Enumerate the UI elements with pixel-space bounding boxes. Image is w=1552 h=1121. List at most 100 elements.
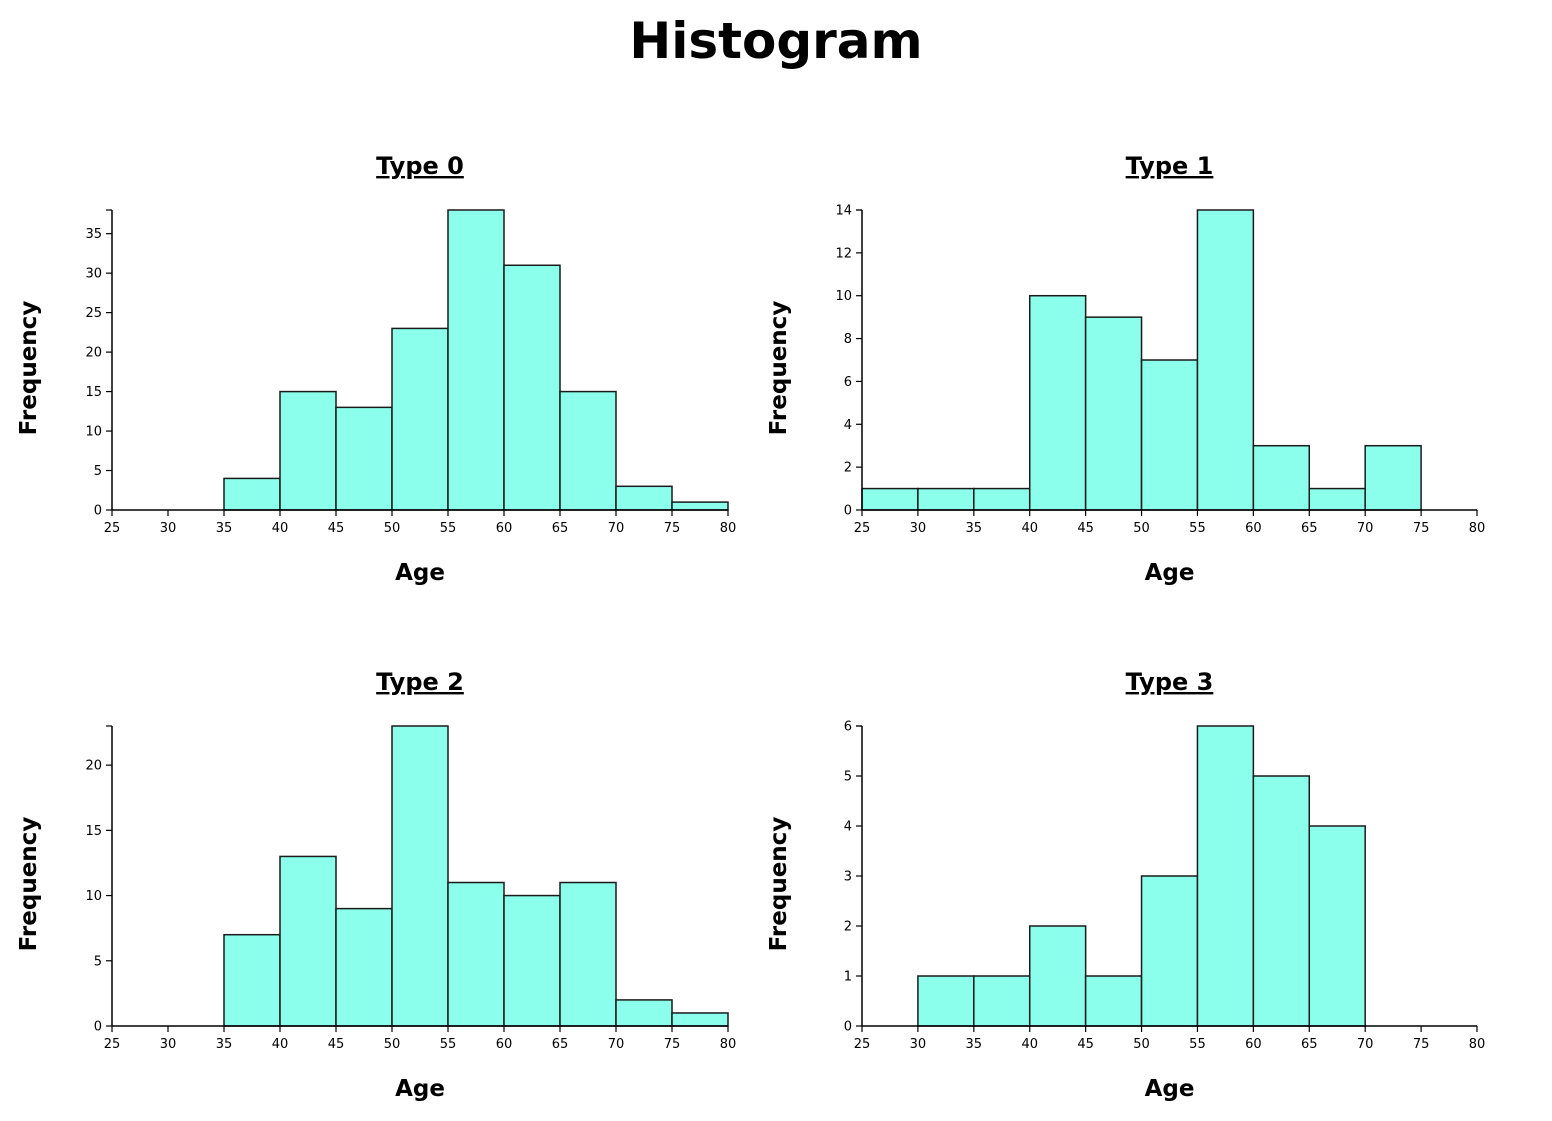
histogram-bar — [1252, 775, 1311, 1027]
y-tick-label: 6 — [844, 720, 852, 735]
x-tick-label: 60 — [1245, 1037, 1262, 1052]
x-tick-label: 50 — [384, 521, 401, 536]
x-axis-title: Age — [395, 1076, 445, 1102]
y-tick-label: 12 — [835, 246, 852, 261]
x-tick-label: 70 — [1357, 1037, 1374, 1052]
y-tick-label: 20 — [85, 346, 102, 361]
histogram-bar — [447, 881, 505, 1027]
x-tick-label: 80 — [720, 521, 737, 536]
histogram-bar — [671, 501, 729, 511]
y-tick-label: 1 — [844, 970, 852, 985]
histogram-bar — [615, 485, 673, 511]
x-tick-label: 25 — [854, 521, 871, 536]
x-tick-label: 75 — [664, 521, 681, 536]
x-tick-label: 30 — [160, 521, 177, 536]
histogram-bar — [335, 406, 393, 511]
panel-title: Type 2 — [376, 668, 464, 696]
histogram-bar — [391, 327, 449, 511]
x-tick-label: 50 — [1133, 521, 1150, 536]
histogram-bar — [559, 390, 617, 511]
histogram-bar — [1196, 209, 1255, 511]
histogram-bar — [1084, 975, 1143, 1027]
x-tick-label: 35 — [966, 521, 983, 536]
x-tick-label: 45 — [328, 521, 345, 536]
histogram-bar — [917, 487, 975, 511]
x-tick-label: 75 — [1413, 521, 1430, 536]
histogram-panel-2: Type 2 25 30 35 40 45 50 55 60 65 70 75 80 0 5 10 15 20 Ag… — [16, 668, 736, 1102]
x-tick-label: 35 — [966, 1037, 983, 1052]
y-tick-label: 0 — [94, 504, 102, 519]
histogram-bar — [1308, 487, 1366, 511]
x-tick-label: 25 — [104, 521, 121, 536]
histogram-bar — [917, 975, 975, 1027]
histogram-bar — [1252, 444, 1311, 511]
y-tick-label: 5 — [844, 770, 852, 785]
x-tick-label: 60 — [496, 521, 513, 536]
x-tick-label: 75 — [664, 1037, 681, 1052]
y-tick-label: 3 — [844, 870, 852, 885]
histogram-bar — [1084, 316, 1143, 511]
y-tick-label: 4 — [844, 418, 852, 433]
x-axis-title: Age — [1145, 560, 1195, 586]
x-tick-label: 70 — [1357, 521, 1374, 536]
x-tick-label: 60 — [496, 1037, 513, 1052]
histogram-bar — [1308, 825, 1366, 1027]
x-tick-label: 65 — [1301, 521, 1318, 536]
x-tick-label: 55 — [440, 1037, 457, 1052]
histogram-bar — [1196, 725, 1255, 1027]
histogram-panel-1: Type 1 25 30 35 40 45 50 55 60 65 70 75 80 0 2 4 6 8 10 12 1… — [766, 152, 1485, 586]
y-tick-label: 35 — [85, 227, 102, 242]
x-tick-label: 80 — [720, 1037, 737, 1052]
y-tick-label: 10 — [85, 425, 102, 440]
panel-title: Type 1 — [1126, 152, 1214, 180]
y-tick-label: 5 — [94, 464, 102, 479]
histogram-bar — [503, 264, 561, 511]
x-tick-label: 40 — [1021, 1037, 1038, 1052]
x-tick-label: 65 — [552, 1037, 569, 1052]
y-tick-label: 15 — [85, 385, 102, 400]
x-tick-label: 35 — [216, 1037, 233, 1052]
y-tick-label: 10 — [85, 889, 102, 904]
panel-title: Type 0 — [376, 152, 464, 180]
histogram-bar — [1140, 875, 1199, 1027]
histogram-bar — [447, 209, 505, 511]
x-tick-label: 65 — [552, 521, 569, 536]
x-tick-label: 65 — [1301, 1037, 1318, 1052]
x-tick-label: 25 — [854, 1037, 871, 1052]
y-tick-label: 0 — [844, 504, 852, 519]
histogram-bar — [335, 907, 393, 1027]
x-tick-label: 30 — [910, 521, 927, 536]
histogram-bar — [223, 477, 281, 511]
y-tick-label: 20 — [85, 759, 102, 774]
y-axis-title: Frequency — [16, 301, 42, 436]
x-tick-label: 25 — [104, 1037, 121, 1052]
x-tick-label: 50 — [384, 1037, 401, 1052]
x-tick-label: 45 — [1077, 1037, 1094, 1052]
x-tick-label: 80 — [1469, 1037, 1486, 1052]
x-tick-label: 40 — [272, 1037, 289, 1052]
y-tick-label: 15 — [85, 824, 102, 839]
histogram-bar — [279, 855, 337, 1027]
x-tick-label: 30 — [910, 1037, 927, 1052]
y-axis-title: Frequency — [16, 817, 42, 952]
x-axis-title: Age — [1145, 1076, 1195, 1102]
x-tick-label: 60 — [1245, 521, 1262, 536]
y-tick-label: 8 — [844, 332, 852, 347]
x-tick-label: 50 — [1133, 1037, 1150, 1052]
x-tick-label: 45 — [1077, 521, 1094, 536]
x-tick-label: 55 — [1189, 521, 1206, 536]
x-tick-label: 55 — [440, 521, 457, 536]
y-tick-label: 0 — [844, 1020, 852, 1035]
y-tick-label: 10 — [835, 289, 852, 304]
histogram-bar — [391, 725, 449, 1027]
x-tick-label: 40 — [272, 521, 289, 536]
histogram-bar — [559, 881, 617, 1027]
histogram-bar — [279, 390, 337, 511]
histogram-bar — [223, 933, 281, 1027]
histogram-bar — [1364, 444, 1422, 511]
y-tick-label: 5 — [94, 954, 102, 969]
x-tick-label: 35 — [216, 521, 233, 536]
x-axis-title: Age — [395, 560, 445, 586]
histogram-bar — [503, 894, 561, 1027]
